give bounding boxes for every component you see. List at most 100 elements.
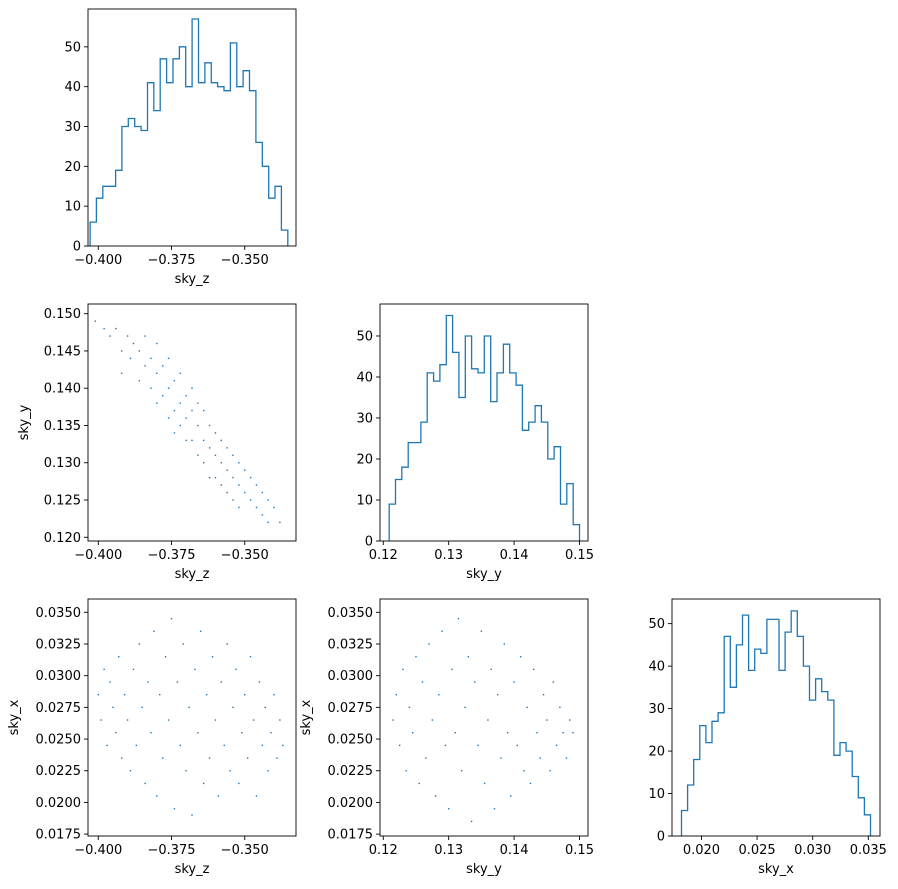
scatter-point — [255, 795, 258, 797]
histogram-bin — [694, 760, 700, 836]
x-tick-label: 0.14 — [500, 843, 529, 858]
scatter-point — [132, 668, 135, 671]
scatter-point — [261, 514, 264, 516]
scatter-point — [249, 476, 252, 479]
scatter-point — [536, 732, 538, 734]
scatter-point — [135, 744, 138, 747]
scatter-point — [431, 719, 434, 721]
scatter-point — [503, 643, 505, 645]
scatter-point — [185, 439, 187, 442]
scatter-point — [138, 643, 140, 645]
scatter-point — [138, 350, 140, 352]
scatter-point — [103, 327, 105, 330]
scatter-point — [226, 491, 228, 494]
scatter-point — [203, 439, 205, 442]
scatter-point — [106, 744, 108, 747]
scatter-point — [572, 732, 574, 734]
scatter-point — [255, 506, 258, 509]
histogram-step-line — [680, 610, 872, 836]
histogram-bin — [681, 811, 687, 836]
histogram-bin — [749, 670, 755, 836]
histogram-bin — [491, 402, 497, 541]
y-tick-label: 0 — [365, 535, 373, 550]
scatter-point — [279, 719, 281, 721]
scatter-point — [147, 681, 149, 683]
histogram-bin — [706, 743, 712, 836]
scatter-point — [118, 655, 120, 658]
y-tick-label: 0 — [657, 830, 665, 845]
x-tick-label: −0.350 — [221, 253, 269, 268]
scatter-point — [405, 770, 407, 772]
histogram-bin — [767, 619, 773, 836]
scatter-point — [179, 424, 181, 427]
y-tick-label: 0.0275 — [328, 701, 374, 716]
histogram-bin — [192, 19, 198, 246]
histogram-bin — [109, 186, 115, 246]
scatter-point — [282, 744, 284, 747]
scatter-point — [150, 732, 152, 734]
y-tick-label: 0.0250 — [36, 733, 82, 748]
y-tick-label: 0.125 — [44, 494, 81, 509]
scatter-point — [164, 655, 167, 658]
scatter-point — [441, 630, 443, 633]
histogram-bin — [718, 713, 724, 836]
scatter-point — [470, 820, 473, 823]
scatter-point — [97, 693, 99, 696]
histogram-bin — [96, 198, 102, 246]
scatter-point — [241, 732, 243, 734]
y-tick-label: 10 — [356, 493, 373, 508]
histogram-bin — [262, 166, 268, 246]
scatter-point — [244, 693, 246, 696]
scatter-point — [123, 693, 126, 696]
x-axis-label: sky_y — [466, 862, 502, 877]
histogram-bin — [218, 87, 224, 246]
scatter-point — [220, 681, 222, 683]
histogram-bin — [154, 111, 160, 246]
panel-sky_y-vs-sky_x: 0.12 0.13 0.14 0.15 0.0175 0.0200 0.0225 0.0250… — [299, 598, 594, 877]
x-axis-label: sky_x — [758, 862, 794, 877]
scatter-point — [232, 476, 234, 479]
histogram-bin — [858, 798, 864, 836]
scatter-point — [176, 681, 179, 683]
scatter-point — [150, 357, 152, 360]
y-tick-label: 50 — [64, 40, 81, 55]
histogram-bin — [472, 369, 478, 541]
histogram-bin — [103, 186, 109, 246]
x-tick-label: 0.12 — [369, 843, 398, 858]
scatter-point — [185, 417, 187, 419]
x-axis-label: sky_y — [466, 567, 502, 582]
scatter-point — [273, 506, 275, 509]
scatter-point — [402, 668, 404, 671]
histogram-bin — [128, 119, 134, 246]
scatter-point — [238, 506, 240, 509]
y-axis-label: sky_y — [17, 404, 32, 440]
histogram-bin — [402, 467, 408, 541]
scatter-point — [197, 402, 199, 404]
scatter-point — [526, 706, 528, 709]
histogram-bin — [688, 785, 694, 836]
histogram-bin — [797, 636, 803, 836]
scatter-point — [425, 757, 427, 759]
y-tick-label: 0.150 — [44, 307, 81, 322]
panel-sky_x: 0.020 0.025 0.030 0.035 0 10 20 30 40 50 sky_x — [648, 598, 887, 877]
y-tick-label: 0.0225 — [328, 764, 374, 779]
scatter-point — [179, 372, 181, 375]
histogram-bin — [281, 230, 287, 246]
histogram-bin — [516, 385, 522, 541]
scatter-point — [208, 424, 211, 427]
x-axis-label: sky_z — [175, 567, 210, 582]
scatter-point — [120, 372, 123, 375]
scatter-point — [203, 409, 205, 412]
histogram-bin — [700, 726, 706, 836]
histogram-bin — [211, 83, 217, 246]
x-tick-label: 0.020 — [683, 843, 720, 858]
histogram-bin — [852, 777, 858, 836]
scatter-point — [549, 770, 551, 772]
scatter-point — [497, 693, 499, 696]
scatter-point — [120, 350, 123, 352]
x-tick-label: −0.375 — [147, 548, 195, 563]
scatter-point — [191, 439, 193, 442]
scatter-point — [138, 380, 140, 382]
histogram-bin — [840, 743, 846, 836]
scatter-point — [132, 342, 135, 345]
